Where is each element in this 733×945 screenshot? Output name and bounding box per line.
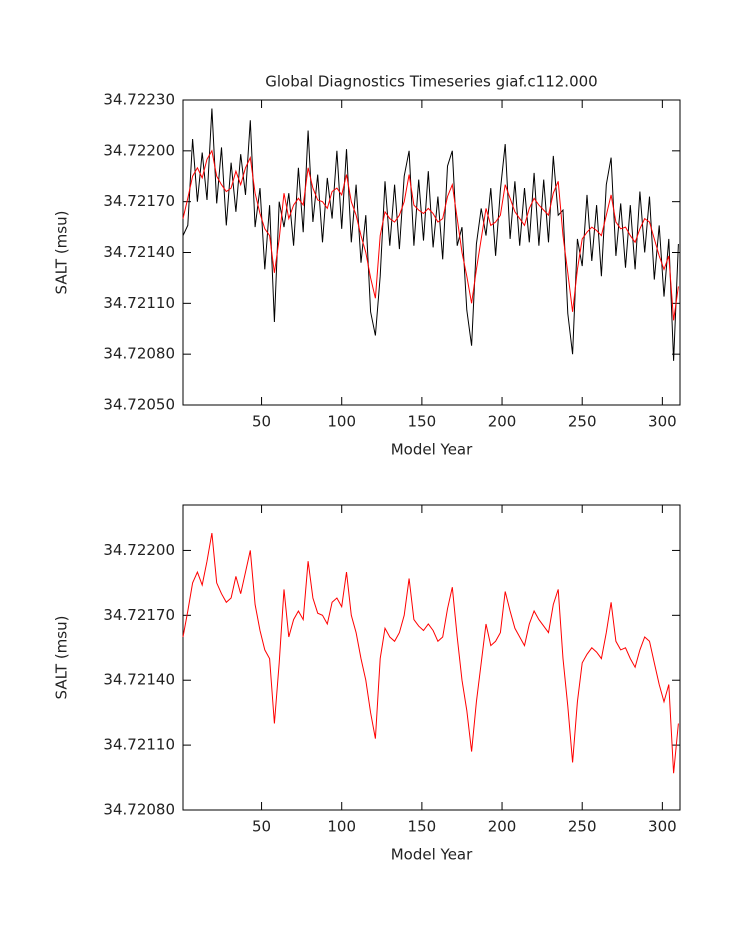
x-tick-label: 200 [488,818,517,836]
x-tick-label: 300 [648,818,677,836]
x-axis-label: Model Year [391,441,473,459]
x-tick-label: 300 [648,413,677,431]
x-tick-label: 50 [252,413,271,431]
x-tick-label: 50 [252,818,271,836]
x-tick-label: 150 [408,818,437,836]
y-tick-label: 34.72230 [103,91,175,109]
y-tick-label: 34.72170 [103,606,175,624]
x-tick-label: 200 [488,413,517,431]
x-tick-label: 250 [568,818,597,836]
y-tick-label: 34.72080 [103,801,175,819]
y-tick-label: 34.72140 [103,671,175,689]
x-tick-label: 100 [327,413,356,431]
plot-frame [182,99,681,406]
y-tick-label: 34.72080 [103,345,175,363]
x-tick-label: 250 [568,413,597,431]
y-tick-label: 34.72110 [103,294,175,312]
y-axis-label: SALT (msu) [53,211,71,295]
series-line [182,149,679,321]
y-tick-label: 34.72200 [103,541,175,559]
chart-title: Global Diagnostics Timeseries giaf.c112.… [265,73,597,91]
y-tick-label: 34.72170 [103,192,175,210]
plot-frame [182,504,681,811]
y-tick-label: 34.72110 [103,736,175,754]
y-tick-label: 34.72200 [103,141,175,159]
x-tick-label: 150 [408,413,437,431]
x-axis-label: Model Year [391,846,473,864]
x-tick-label: 100 [327,818,356,836]
series-line [182,108,679,361]
series-line [182,533,679,774]
y-tick-label: 34.72050 [103,396,175,414]
y-axis-label: SALT (msu) [53,616,71,700]
y-tick-label: 34.72140 [103,243,175,261]
